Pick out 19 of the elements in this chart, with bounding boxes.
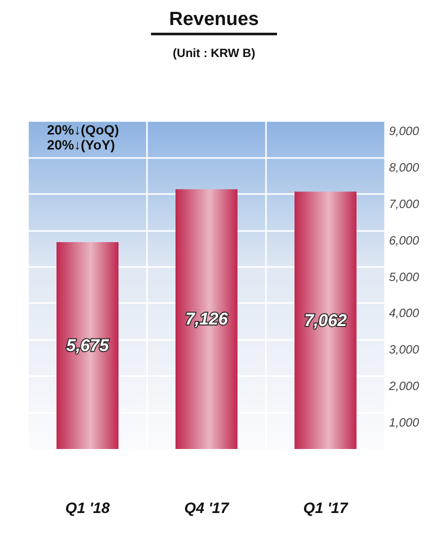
x-tick-label: Q1 '18 xyxy=(65,500,110,517)
y-tick-label: 6,000 xyxy=(389,233,420,248)
chart-subtitle: (Unit : KRW B) xyxy=(172,46,256,60)
data-label: 7,126 xyxy=(185,310,228,329)
y-tick-label: 8,000 xyxy=(389,160,420,174)
y-tick-label: 9,000 xyxy=(389,124,420,138)
y-tick-label: 1,000 xyxy=(389,416,420,430)
annotation: 20%↓(QoQ) xyxy=(47,122,120,138)
annotation: 20%↓(YoY) xyxy=(47,138,116,152)
y-tick-label: 7,000 xyxy=(389,196,420,211)
x-tick-label: Q1 '17 xyxy=(303,500,348,517)
chart-title: Revenues xyxy=(169,9,259,30)
y-tick-label: 3,000 xyxy=(389,342,420,357)
y-tick-label: 2,000 xyxy=(388,379,420,394)
x-tick-label: Q4 '17 xyxy=(184,500,230,517)
y-tick-label: 5,000 xyxy=(389,270,420,284)
y-tick-label: 4,000 xyxy=(389,306,420,320)
data-label: 7,062 xyxy=(304,310,348,330)
data-label: 5,675 xyxy=(66,336,110,356)
